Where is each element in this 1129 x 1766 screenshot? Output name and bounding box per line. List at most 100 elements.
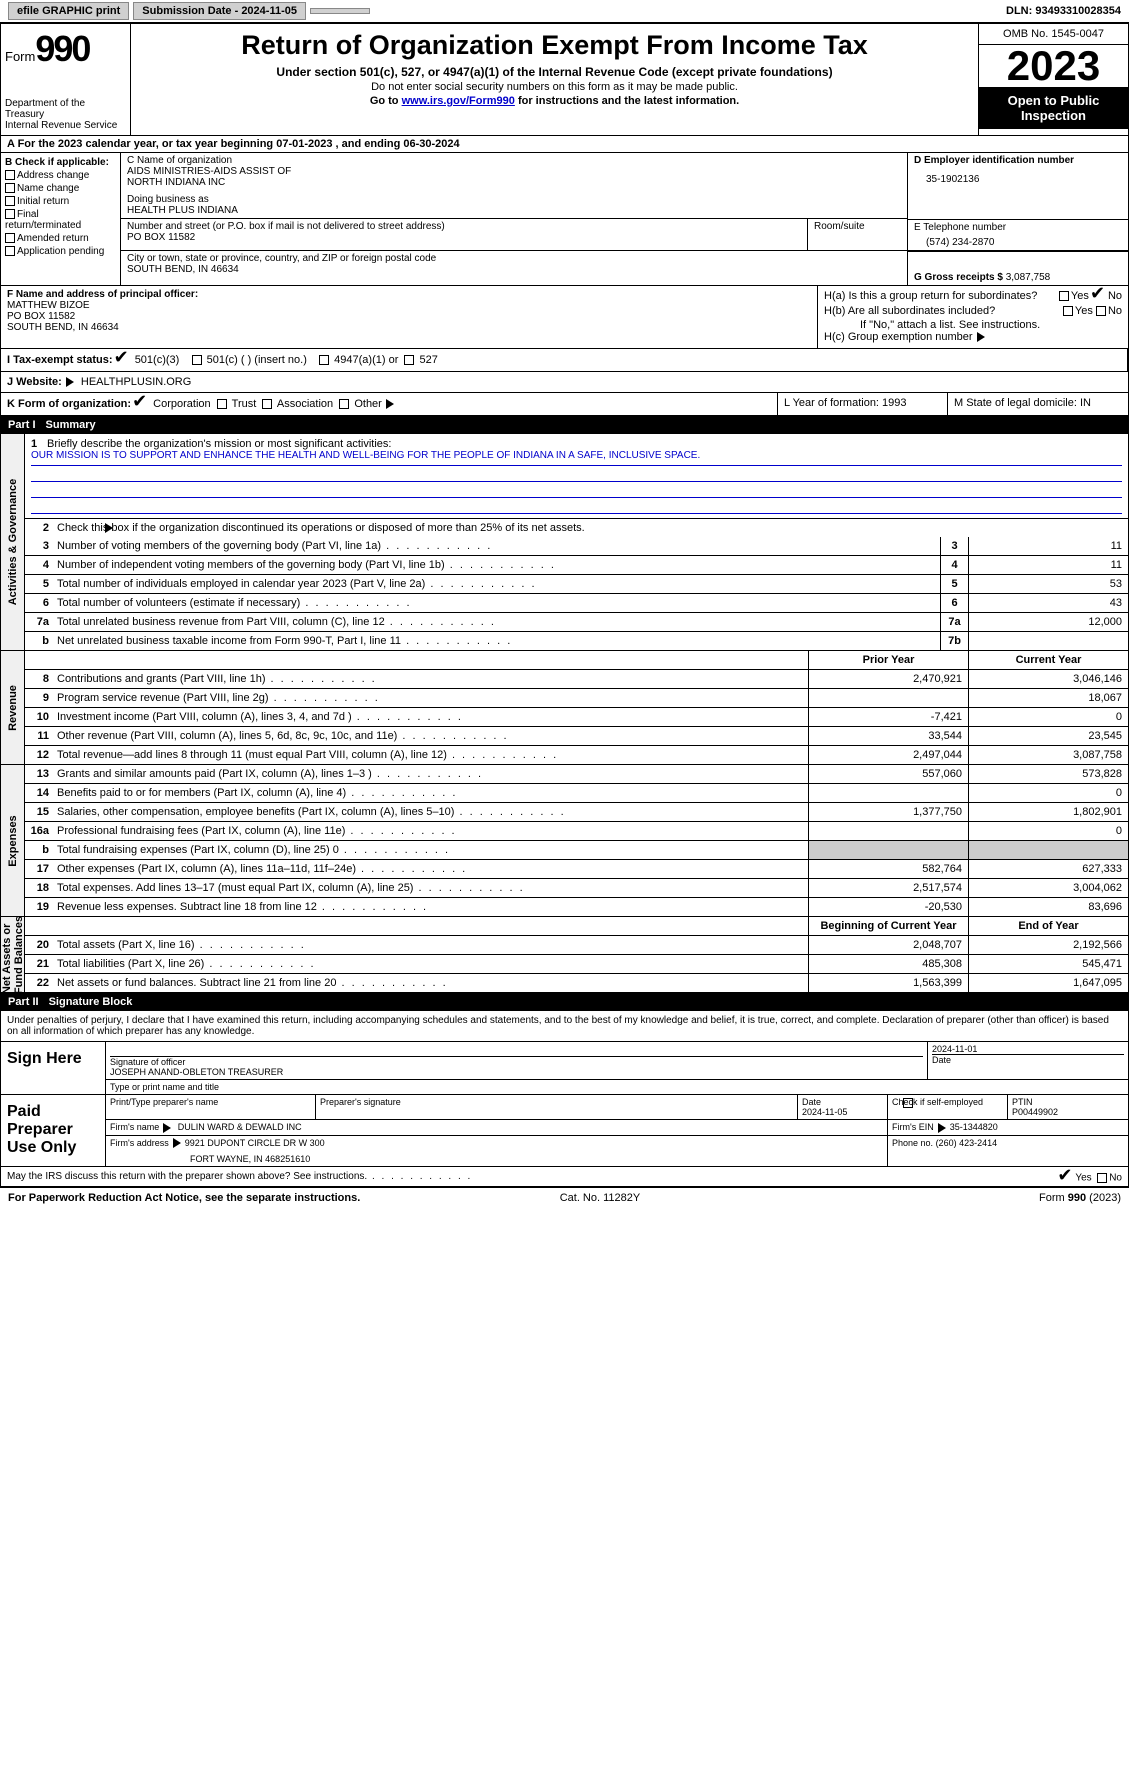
topbar: efile GRAPHIC print Submission Date - 20… <box>0 0 1129 23</box>
chk-assoc[interactable] <box>262 399 272 409</box>
chk-501c[interactable] <box>192 355 202 365</box>
chk-ha-no[interactable] <box>1092 289 1106 303</box>
row-k: K Form of organization: Corporation Trus… <box>0 393 1129 416</box>
paid-preparer-label: Paid Preparer Use Only <box>1 1095 106 1166</box>
line-13: 13Grants and similar amounts paid (Part … <box>25 765 1128 784</box>
signature-block: Under penalties of perjury, I declare th… <box>0 1011 1129 1187</box>
chk-4947[interactable] <box>319 355 329 365</box>
chk-pending[interactable] <box>5 246 15 256</box>
current-year-hdr: Current Year <box>968 651 1128 669</box>
ein-label: D Employer identification number <box>914 155 1122 166</box>
header-right: OMB No. 1545-0047 2023 Open to Public In… <box>978 24 1128 135</box>
line-20: 20Total assets (Part X, line 16)2,048,70… <box>25 936 1128 955</box>
row-a: A For the 2023 calendar year, or tax yea… <box>0 136 1129 153</box>
row-j: J Website: HEALTHPLUSIN.ORG <box>0 372 1129 393</box>
dln: DLN: 93493310028354 <box>1006 5 1121 17</box>
vtab-revenue: Revenue <box>7 685 19 731</box>
h-b-label: H(b) Are all subordinates included? <box>824 305 995 317</box>
chk-self[interactable] <box>903 1098 913 1108</box>
arrow-icon <box>105 523 113 533</box>
city-value: SOUTH BEND, IN 46634 <box>127 264 901 275</box>
col-c: C Name of organization AIDS MINISTRIES-A… <box>121 153 1128 285</box>
chk-527[interactable] <box>404 355 414 365</box>
submission-date: Submission Date - 2024-11-05 <box>133 2 306 20</box>
sig-date-label: Date <box>932 1054 1124 1065</box>
sig-officer-label: Signature of officer <box>110 1056 923 1067</box>
chk-other[interactable] <box>339 399 349 409</box>
col-b-header: B Check if applicable: <box>5 157 116 168</box>
chk-corp[interactable] <box>134 397 148 411</box>
row-i: I Tax-exempt status: 501(c)(3) 501(c) ( … <box>0 349 1129 372</box>
end-year-hdr: End of Year <box>968 917 1128 935</box>
prep-name-label: Print/Type preparer's name <box>106 1095 316 1119</box>
chk-trust[interactable] <box>217 399 227 409</box>
form-title: Return of Organization Exempt From Incom… <box>139 30 970 61</box>
city-label: City or town, state or province, country… <box>127 253 901 264</box>
gov-line-3: 3Number of voting members of the governi… <box>25 537 1128 556</box>
line-15: 15Salaries, other compensation, employee… <box>25 803 1128 822</box>
line-b: bTotal fundraising expenses (Part IX, co… <box>25 841 1128 860</box>
h-c-label: H(c) Group exemption number <box>824 331 973 343</box>
firm-phone: (260) 423-2414 <box>936 1138 998 1148</box>
chk-hb-no[interactable] <box>1096 306 1106 316</box>
tax-status-label: I Tax-exempt status: <box>7 354 113 366</box>
discuss-label: May the IRS discuss this return with the… <box>7 1171 367 1182</box>
form-number: 990 <box>35 28 89 69</box>
mission-block: 1Briefly describe the organization's mis… <box>25 434 1128 519</box>
part2-header: Part IISignature Block <box>0 993 1129 1011</box>
officer-block: F Name and address of principal officer:… <box>1 286 818 348</box>
firm-ein: 35-1344820 <box>950 1122 998 1132</box>
sig-intro: Under penalties of perjury, I declare th… <box>1 1011 1128 1041</box>
firm-city: FORT WAYNE, IN 468251610 <box>110 1148 883 1164</box>
ein-value: 35-1902136 <box>914 166 1122 185</box>
chk-501c3[interactable] <box>116 353 130 367</box>
phone-label: E Telephone number <box>914 222 1122 233</box>
governance-section: Activities & Governance 1Briefly describ… <box>0 434 1129 651</box>
gross-label: G Gross receipts $ <box>914 272 1003 283</box>
phone-value: (574) 234-2870 <box>914 233 1122 248</box>
line-17: 17Other expenses (Part IX, column (A), l… <box>25 860 1128 879</box>
website-label: J Website: <box>7 376 62 388</box>
dept-label: Department of the Treasury <box>5 98 126 120</box>
part1-header: Part ISummary <box>0 416 1129 434</box>
h-note: If "No," attach a list. See instructions… <box>824 319 1122 331</box>
chk-ha-yes[interactable] <box>1059 291 1069 301</box>
form-org-label: K Form of organization: <box>7 398 131 410</box>
form-label: Form <box>5 49 35 64</box>
line-18: 18Total expenses. Add lines 13–17 (must … <box>25 879 1128 898</box>
room-label: Room/suite <box>814 221 901 232</box>
arrow-icon <box>173 1138 181 1148</box>
header-mid: Return of Organization Exempt From Incom… <box>131 24 978 135</box>
chk-initial[interactable] <box>5 196 15 206</box>
gov-line-6: 6Total number of volunteers (estimate if… <box>25 594 1128 613</box>
col-b: B Check if applicable: Address change Na… <box>1 153 121 285</box>
begin-year-hdr: Beginning of Current Year <box>808 917 968 935</box>
line-21: 21Total liabilities (Part X, line 26)485… <box>25 955 1128 974</box>
chk-final[interactable] <box>5 209 15 219</box>
officer-name: MATTHEW BIZOE <box>7 300 811 311</box>
chk-hb-yes[interactable] <box>1063 306 1073 316</box>
arrow-icon <box>977 332 985 342</box>
sig-date2: 2024-11-05 <box>802 1107 847 1117</box>
gov-line-b: bNet unrelated business taxable income f… <box>25 632 1128 650</box>
chk-amended[interactable] <box>5 233 15 243</box>
arrow-icon <box>66 377 74 387</box>
chk-address[interactable] <box>5 170 15 180</box>
addr-value: PO BOX 11582 <box>127 232 801 243</box>
efile-btn[interactable]: efile GRAPHIC print <box>8 2 129 20</box>
line2-text: Check this box if the organization disco… <box>57 522 585 534</box>
header-left: Form990 Department of the Treasury Inter… <box>1 24 131 135</box>
chk-discuss-no[interactable] <box>1097 1173 1107 1183</box>
arrow-icon <box>386 399 394 409</box>
chk-discuss-yes[interactable] <box>1059 1171 1073 1185</box>
subtitle-2: Do not enter social security numbers on … <box>139 81 970 93</box>
irs-link[interactable]: www.irs.gov/Form990 <box>402 95 515 107</box>
subtitle-3: Go to www.irs.gov/Form990 for instructio… <box>139 95 970 107</box>
h-block: H(a) Is this a group return for subordin… <box>818 286 1128 348</box>
line-11: 11Other revenue (Part VIII, column (A), … <box>25 727 1128 746</box>
addr-label: Number and street (or P.O. box if mail i… <box>127 221 801 232</box>
chk-name[interactable] <box>5 183 15 193</box>
line-14: 14Benefits paid to or for members (Part … <box>25 784 1128 803</box>
firm-addr: 9921 DUPONT CIRCLE DR W 300 <box>185 1138 325 1148</box>
officer-addr2: SOUTH BEND, IN 46634 <box>7 322 811 333</box>
